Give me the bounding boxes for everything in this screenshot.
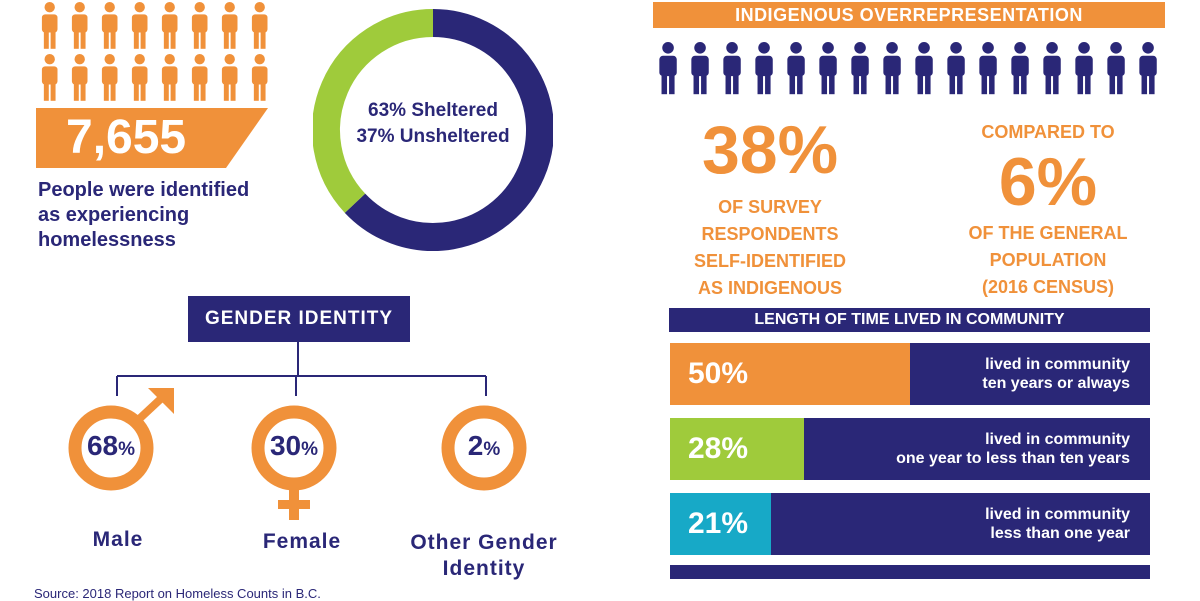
length-bar-category-label: lived in community less than one year [985,505,1130,543]
total-caption: People were identified as experiencing h… [38,178,298,253]
survey-line: SELF-IDENTIFIED [694,251,846,271]
length-bar-row: 28% lived in community one year to less … [670,418,1150,480]
person-icon [819,42,837,95]
person-icon [191,54,208,101]
person-icon [979,42,997,95]
male-label: Male [92,528,144,551]
other-gender-label-line: Other Gender [410,531,558,554]
donut-labels: 63% Sheltered 37% Unsheltered [323,98,543,150]
length-bar [670,418,805,480]
other-gender-label: Other Gender Identity [402,530,566,582]
homeless-people-icons [41,2,268,101]
person-icon [101,2,118,49]
survey-line: OF SURVEY [718,197,822,217]
other-percent: 2% [467,430,501,461]
person-icon [787,42,805,95]
bottom-rule [670,565,1150,579]
general-population-percent: 6% [998,144,1098,220]
survey-description: OF SURVEY RESPONDENTS SELF-IDENTIFIED AS… [660,194,880,302]
length-bar-category-label: lived in community ten years or always [982,355,1130,393]
survey-line: RESPONDENTS [701,224,839,244]
person-icon [191,2,208,49]
person-icon [883,42,901,95]
sheltered-label: 63% Sheltered [368,100,498,121]
donut-slice-sheltered [344,9,553,251]
survey-line: AS INDIGENOUS [697,278,843,298]
person-icon [71,54,88,101]
gender-identity-title: GENDER IDENTITY [188,296,410,342]
unsheltered-label: 37% Unsheltered [356,126,510,147]
length-bar [670,343,910,405]
length-bar-row: 21% lived in community less than one yea… [670,493,1150,555]
person-icon [101,54,118,101]
person-icon [755,42,773,95]
survey-percent: 38% [701,112,839,188]
category-line: lived in community [985,506,1130,523]
length-bar-value-label: 28% [688,432,749,465]
person-icon [131,2,148,49]
female-label: Female [262,530,342,553]
length-bar-value-label: 21% [688,507,749,540]
indigenous-banner: INDIGENOUS OVERREPRESENTATION [653,2,1165,28]
compared-to-label: COMPARED TO [981,122,1115,142]
person-icon [659,42,677,95]
category-line: lived in community [985,356,1130,373]
general-population-description: OF THE GENERAL POPULATION (2016 CENSUS) [940,220,1156,301]
shelter-donut-chart [313,9,553,251]
female-percent: 30% [269,430,319,461]
length-bar [670,493,771,555]
donut-slice-unsheltered [313,9,434,213]
person-icon [221,2,238,49]
person-icon [251,54,268,101]
general-line: POPULATION [989,250,1107,270]
category-line: less than one year [990,525,1130,542]
person-icon [41,2,58,49]
source-note: Source: 2018 Report on Homeless Counts i… [34,586,321,601]
person-icon [161,54,178,101]
total-homeless-count: 7,655 [66,111,187,164]
person-icon [71,2,88,49]
general-line: (2016 CENSUS) [981,277,1115,297]
person-icon [161,2,178,49]
male-percent: 68% [86,430,136,461]
person-icon [1011,42,1029,95]
category-line: ten years or always [982,375,1130,392]
other-gender-label-line: Identity [442,557,526,580]
female-symbol-icon [251,405,337,520]
caption-line: homelessness [38,229,176,251]
length-bar-row: 50% lived in community ten years or alwa… [670,343,1150,405]
person-icon [1139,42,1157,95]
person-icon [1107,42,1125,95]
length-of-time-title: LENGTH OF TIME LIVED IN COMMUNITY [669,308,1150,332]
person-icon [251,2,268,49]
category-line: lived in community [985,431,1130,448]
indigenous-people-icons [659,42,1157,95]
person-icon [131,54,148,101]
total-banner [36,108,268,168]
person-icon [851,42,869,95]
person-icon [723,42,741,95]
caption-line: as experiencing [38,204,190,226]
length-bar-value-label: 50% [688,357,749,390]
person-icon [1075,42,1093,95]
general-line: OF THE GENERAL [968,223,1128,243]
person-icon [691,42,709,95]
caption-line: People were identified [38,179,250,201]
length-bar-category-label: lived in community one year to less than… [896,430,1130,468]
person-icon [1043,42,1061,95]
person-icon [41,54,58,101]
person-icon [221,54,238,101]
person-icon [915,42,933,95]
person-icon [947,42,965,95]
connector-lines [116,342,487,396]
category-line: one year to less than ten years [896,450,1130,467]
